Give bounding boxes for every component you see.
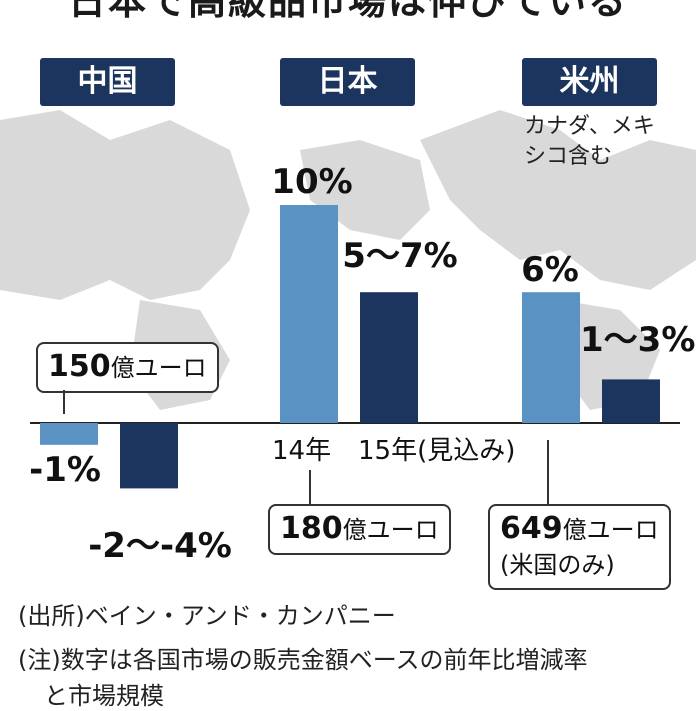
americas-note-line: カナダ、メキ [524,114,655,139]
value-label-china-2015: -2〜-4% [88,526,232,566]
note-line-cont: と市場規模 [44,682,164,710]
americas-note-line: シコ含む [524,144,613,169]
source-line: (出所)ベイン・アンド・カンパニー [18,602,396,630]
bars-group [40,205,660,489]
legend-2014-label: 14年 [272,436,332,466]
callout-value: 150 [48,349,111,384]
bar-americas-2015 [602,379,660,423]
bar-china-2015 [120,423,178,489]
callout-china-size: 150億ユーロ [36,342,219,393]
chart-title: 日本で高級品市場は伸びている [67,0,628,23]
value-label-japan-2015: 5〜7% [342,236,458,276]
bar-americas-2014 [522,292,580,423]
callout-americas-size: 649億ユーロ (米国のみ) [488,504,671,590]
callout-value: 649 [500,511,563,546]
bar-china-2014 [40,423,98,445]
region-tag-china: 中国 [40,58,175,106]
bar-japan-2015 [360,292,418,423]
value-label-americas-2014: 6% [521,250,579,290]
callout-japan-size: 180億ユーロ [268,504,451,555]
legend-2015-label: 15年(見込み) [358,436,516,466]
region-tag-japan: 日本 [280,58,415,106]
callout-sub: (米国のみ) [500,551,615,579]
note-line: (注)数字は各国市場の販売金額ベースの前年比増減率 [18,646,588,674]
region-tag-americas: 米州 [522,58,657,106]
callout-unit: 億ユーロ [562,516,659,544]
value-label-japan-2014: 10% [271,162,353,202]
value-label-china-2014: -1% [29,450,101,490]
americas-note: カナダ、メキ シコ含む [524,112,655,172]
value-label-americas-2015: 1〜3% [580,320,696,360]
chart-canvas [0,110,696,489]
callout-unit: 億ユーロ [110,354,207,382]
bar-japan-2014 [280,205,338,423]
callout-unit: 億ユーロ [342,516,439,544]
callout-value: 180 [280,511,343,546]
